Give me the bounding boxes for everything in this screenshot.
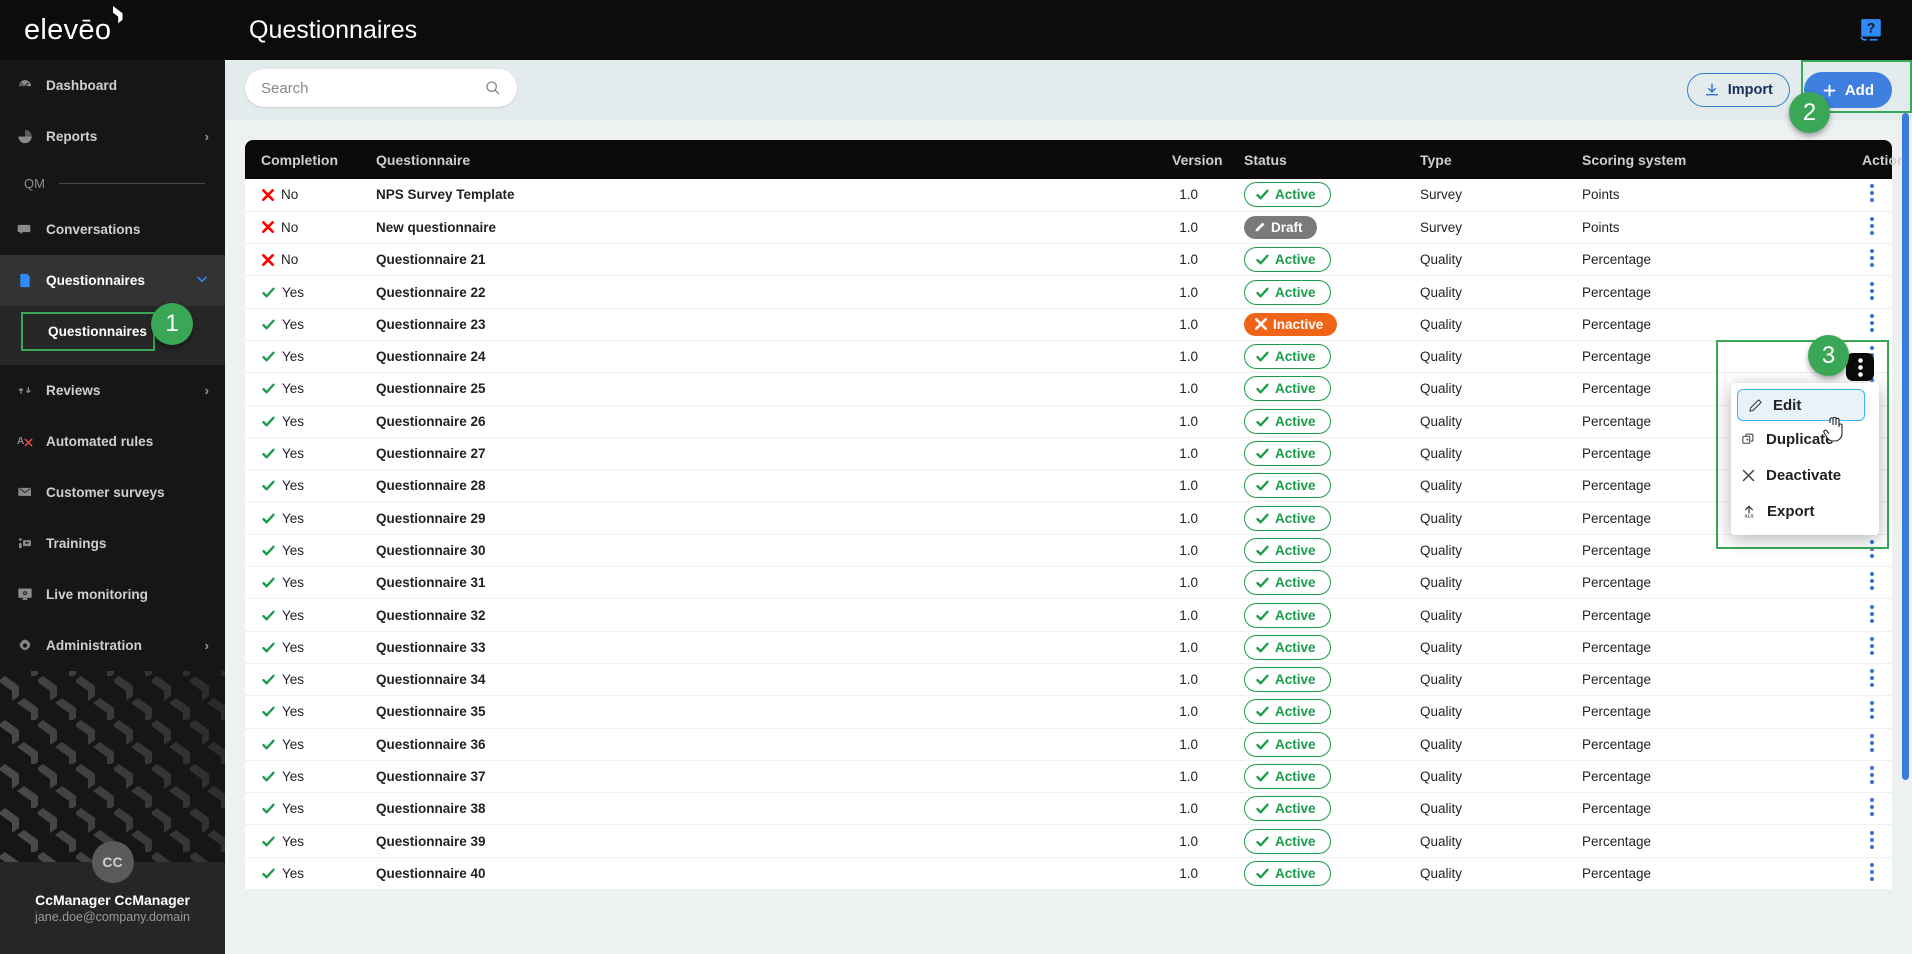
svg-text:?: ? bbox=[1867, 20, 1876, 36]
svg-text:A: A bbox=[17, 436, 24, 447]
svg-text:❌: ❌ bbox=[24, 438, 33, 447]
svg-text:XLS: XLS bbox=[1744, 514, 1753, 519]
